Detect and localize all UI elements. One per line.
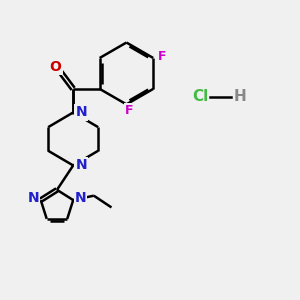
Text: N: N [75,191,86,205]
Text: N: N [76,158,87,172]
Text: O: O [50,60,61,74]
Text: N: N [28,191,39,205]
Text: F: F [158,50,166,63]
Text: Cl: Cl [193,89,209,104]
Text: H: H [234,89,247,104]
Text: F: F [125,104,134,117]
Text: N: N [76,106,87,119]
